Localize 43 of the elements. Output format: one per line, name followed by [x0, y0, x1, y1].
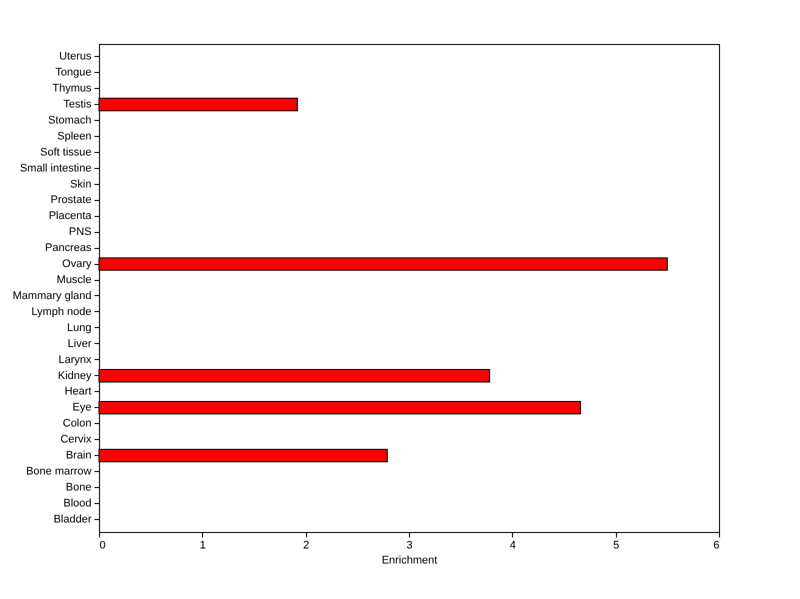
y-tick-label: PNS: [68, 226, 92, 238]
y-tick-label: Thymus: [52, 82, 92, 95]
y-tick-label: Soft tissue: [40, 146, 92, 158]
bar: [98, 98, 298, 112]
y-tick-label: Spleen: [57, 130, 92, 142]
bar: [98, 369, 490, 382]
y-tick-label: Lung: [67, 322, 92, 334]
y-tick-label: Eye: [72, 402, 92, 414]
y-tick-label: Larynx: [58, 354, 92, 366]
y-tick-label: Brain: [66, 450, 92, 462]
y-tick-label: Uterus: [59, 50, 92, 63]
y-tick-label: Bone marrow: [26, 466, 92, 478]
y-tick-label: Stomach: [48, 114, 92, 126]
x-tick-label: 0: [100, 540, 106, 552]
y-tick-label: Small intestine: [20, 162, 92, 174]
bar: [98, 400, 582, 414]
y-tick-label: Ovary: [62, 258, 92, 270]
x-tick-label: 6: [713, 540, 720, 552]
y-tick-label: Cervix: [60, 434, 92, 446]
x-tick-label: 5: [613, 540, 620, 552]
x-tick-label: 2: [303, 540, 310, 552]
y-tick-label: Blood: [63, 497, 92, 510]
x-tick-label: 3: [406, 540, 413, 552]
y-tick-label: Kidney: [58, 370, 92, 382]
y-tick-label: Bone: [66, 481, 92, 494]
y-tick-label: Liver: [68, 338, 92, 350]
y-tick-label: Muscle: [56, 274, 92, 286]
y-tick-label: Placenta: [48, 210, 92, 222]
y-tick-label: Mammary gland: [12, 290, 92, 302]
y-tick-label: Lymph node: [31, 306, 92, 318]
y-tick-label: Skin: [70, 178, 92, 190]
y-tick-label: Testis: [63, 98, 92, 110]
y-tick-label: Heart: [64, 386, 92, 398]
y-tick-label: Bladder: [54, 513, 92, 526]
bar: [98, 257, 668, 271]
x-tick-label: 4: [510, 540, 516, 552]
y-tick-label: Tongue: [55, 66, 92, 79]
x-axis-title: Enrichment: [382, 554, 438, 566]
y-tick-label: Prostate: [50, 194, 92, 206]
y-tick-label: Colon: [62, 418, 92, 430]
bar: [98, 448, 388, 462]
y-tick-label: Pancreas: [45, 242, 92, 254]
x-tick-label: 1: [200, 540, 206, 552]
